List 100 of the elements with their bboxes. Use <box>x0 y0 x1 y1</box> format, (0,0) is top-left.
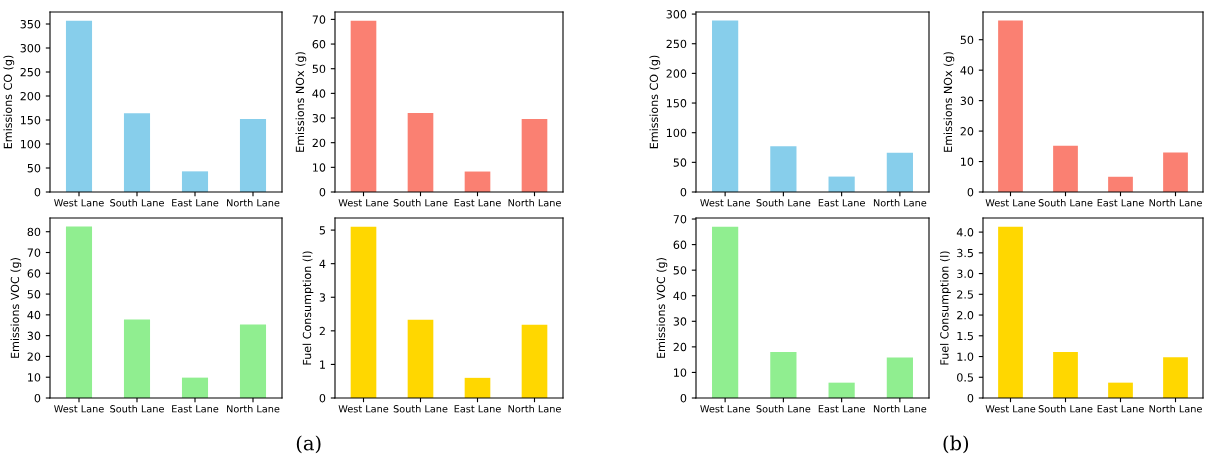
x-tick-label: South Lane <box>393 404 448 413</box>
y-tick-label: 150 <box>666 99 687 108</box>
y-tick-label: 1.0 <box>957 352 974 361</box>
x-tick-label: West Lane <box>985 199 1036 207</box>
bar <box>1108 382 1133 398</box>
bar <box>464 171 491 192</box>
y-tick-label: 40 <box>27 310 41 320</box>
y-tick-label: 30 <box>673 317 687 326</box>
bar <box>239 324 267 398</box>
x-tick-label: North Lane <box>1149 198 1202 207</box>
y-tick-label: 4 <box>319 259 326 268</box>
x-tick-label: East Lane <box>454 405 501 413</box>
x-tick-label: East Lane <box>172 405 219 413</box>
x-tick-label: West Lane <box>985 405 1036 413</box>
x-tick-label: East Lane <box>454 199 501 207</box>
bar <box>1163 152 1188 192</box>
bar <box>407 113 434 192</box>
x-tick-label: West Lane <box>338 405 389 413</box>
y-axis-title: Emissions CO (g) <box>3 55 15 149</box>
y-tick-label: 250 <box>666 39 687 49</box>
bar <box>65 20 93 192</box>
y-tick-label: 60 <box>673 240 687 249</box>
y-axis-title: Fuel Consumption (l) <box>939 251 951 365</box>
y-tick-label: 40 <box>673 291 687 301</box>
y-tick-label: 0 <box>967 187 974 197</box>
x-tick-label: North Lane <box>508 198 561 207</box>
y-tick-label: 200 <box>666 69 687 78</box>
y-tick-label: 200 <box>20 91 41 101</box>
x-tick-label: South Lane <box>393 198 448 207</box>
y-tick-label: 150 <box>20 115 41 125</box>
y-tick-label: 20 <box>312 138 326 148</box>
y-tick-label: 0 <box>319 393 326 403</box>
x-tick-label: South Lane <box>1038 404 1093 413</box>
x-tick-label: North Lane <box>873 198 927 207</box>
text: (b) <box>943 435 969 454</box>
y-tick-label: 50 <box>673 158 687 167</box>
x-tick-label: South Lane <box>1038 198 1093 207</box>
y-tick-label: 4.0 <box>956 228 974 237</box>
y-tick-label: 80 <box>27 227 41 237</box>
y-tick-label: 1.5 <box>957 331 973 341</box>
y-tick-label: 0 <box>967 393 974 403</box>
x-tick-label: North Lane <box>1149 404 1202 413</box>
bar <box>239 119 267 192</box>
y-tick-label: 3.0 <box>957 269 974 278</box>
bar <box>123 113 151 192</box>
y-tick-label: 30 <box>27 331 41 341</box>
y-tick-label: 0 <box>34 187 41 197</box>
y-tick-label: 0 <box>680 393 687 403</box>
y-tick-label: 0 <box>319 187 326 197</box>
x-tick-label: East Lane <box>818 199 865 207</box>
x-tick-label: East Lane <box>818 405 865 413</box>
y-tick-label: 0.5 <box>957 373 973 382</box>
y-tick-label: 1 <box>320 360 325 369</box>
y-tick-label: 60 <box>27 269 41 278</box>
x-tick-label: West Lane <box>54 199 104 207</box>
y-tick-label: 70 <box>312 15 326 24</box>
y-tick-label: 10 <box>961 157 974 166</box>
y-tick-label: 20 <box>960 127 974 136</box>
y-tick-label: 0 <box>34 393 41 403</box>
y-tick-label: 5 <box>319 226 325 235</box>
bar <box>770 146 797 192</box>
bar <box>998 226 1023 398</box>
y-tick-label: 40 <box>312 89 326 98</box>
y-axis-title: Emissions VOC (g) <box>656 257 668 358</box>
bar <box>350 226 377 398</box>
bar <box>521 119 548 192</box>
bar <box>1053 145 1078 192</box>
y-tick-label: 30 <box>312 114 326 123</box>
bar <box>828 176 855 192</box>
y-tick-label: 40 <box>960 66 974 75</box>
y-tick-label: 3 <box>319 293 326 302</box>
y-tick-label: 10 <box>313 163 326 172</box>
bar <box>1053 351 1078 398</box>
bar <box>1163 357 1188 398</box>
bar <box>886 152 913 192</box>
bar <box>712 226 739 398</box>
x-tick-label: East Lane <box>1097 199 1144 207</box>
y-tick-label: 70 <box>673 215 687 224</box>
y-axis-title: Emissions CO (g) <box>649 55 661 149</box>
bar <box>65 226 93 398</box>
bar <box>712 20 739 192</box>
bar <box>770 351 797 398</box>
x-tick-label: South Lane <box>110 404 164 413</box>
x-tick-label: North Lane <box>227 404 280 413</box>
y-tick-label: 3.5 <box>957 248 973 258</box>
y-tick-label: 10 <box>674 368 687 377</box>
x-tick-label: West Lane <box>54 405 104 413</box>
x-tick-label: South Lane <box>756 198 811 207</box>
y-tick-label: 350 <box>20 19 41 29</box>
y-tick-label: 2.0 <box>957 311 974 320</box>
y-tick-label: 0 <box>680 187 687 197</box>
y-tick-label: 10 <box>28 373 41 382</box>
bar <box>407 319 434 398</box>
y-tick-label: 300 <box>20 43 41 53</box>
x-tick-label: West Lane <box>700 199 750 207</box>
y-tick-label: 100 <box>20 139 41 149</box>
y-axis-title: Emissions NOx (g) <box>943 52 955 152</box>
y-tick-label: 50 <box>27 290 41 299</box>
x-tick-label: North Lane <box>873 404 927 413</box>
bar <box>464 377 491 398</box>
